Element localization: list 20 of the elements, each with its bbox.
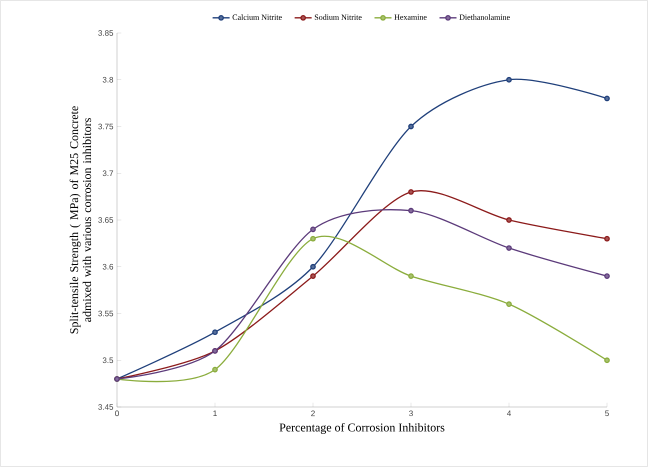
point: [310, 226, 316, 232]
point: [310, 236, 316, 242]
point: [408, 208, 414, 214]
x-axis-title: Percentage of Corrosion Inhibitors: [280, 423, 444, 434]
point: [604, 236, 610, 242]
point: [506, 76, 512, 83]
point: [604, 273, 610, 279]
point: [506, 301, 512, 307]
point: [310, 264, 316, 270]
point: [310, 273, 316, 279]
point: [212, 366, 218, 372]
point: [212, 329, 218, 336]
point: [506, 245, 512, 251]
y-axis-title: Split-tensile Strength ( MPa) of M25 Concrete admixed with various corrosion inhibitors: [70, 106, 92, 334]
point: [408, 273, 414, 279]
point: [408, 189, 414, 195]
point: [408, 124, 414, 130]
point: [604, 96, 610, 102]
point: [506, 217, 512, 223]
point: [604, 357, 610, 364]
